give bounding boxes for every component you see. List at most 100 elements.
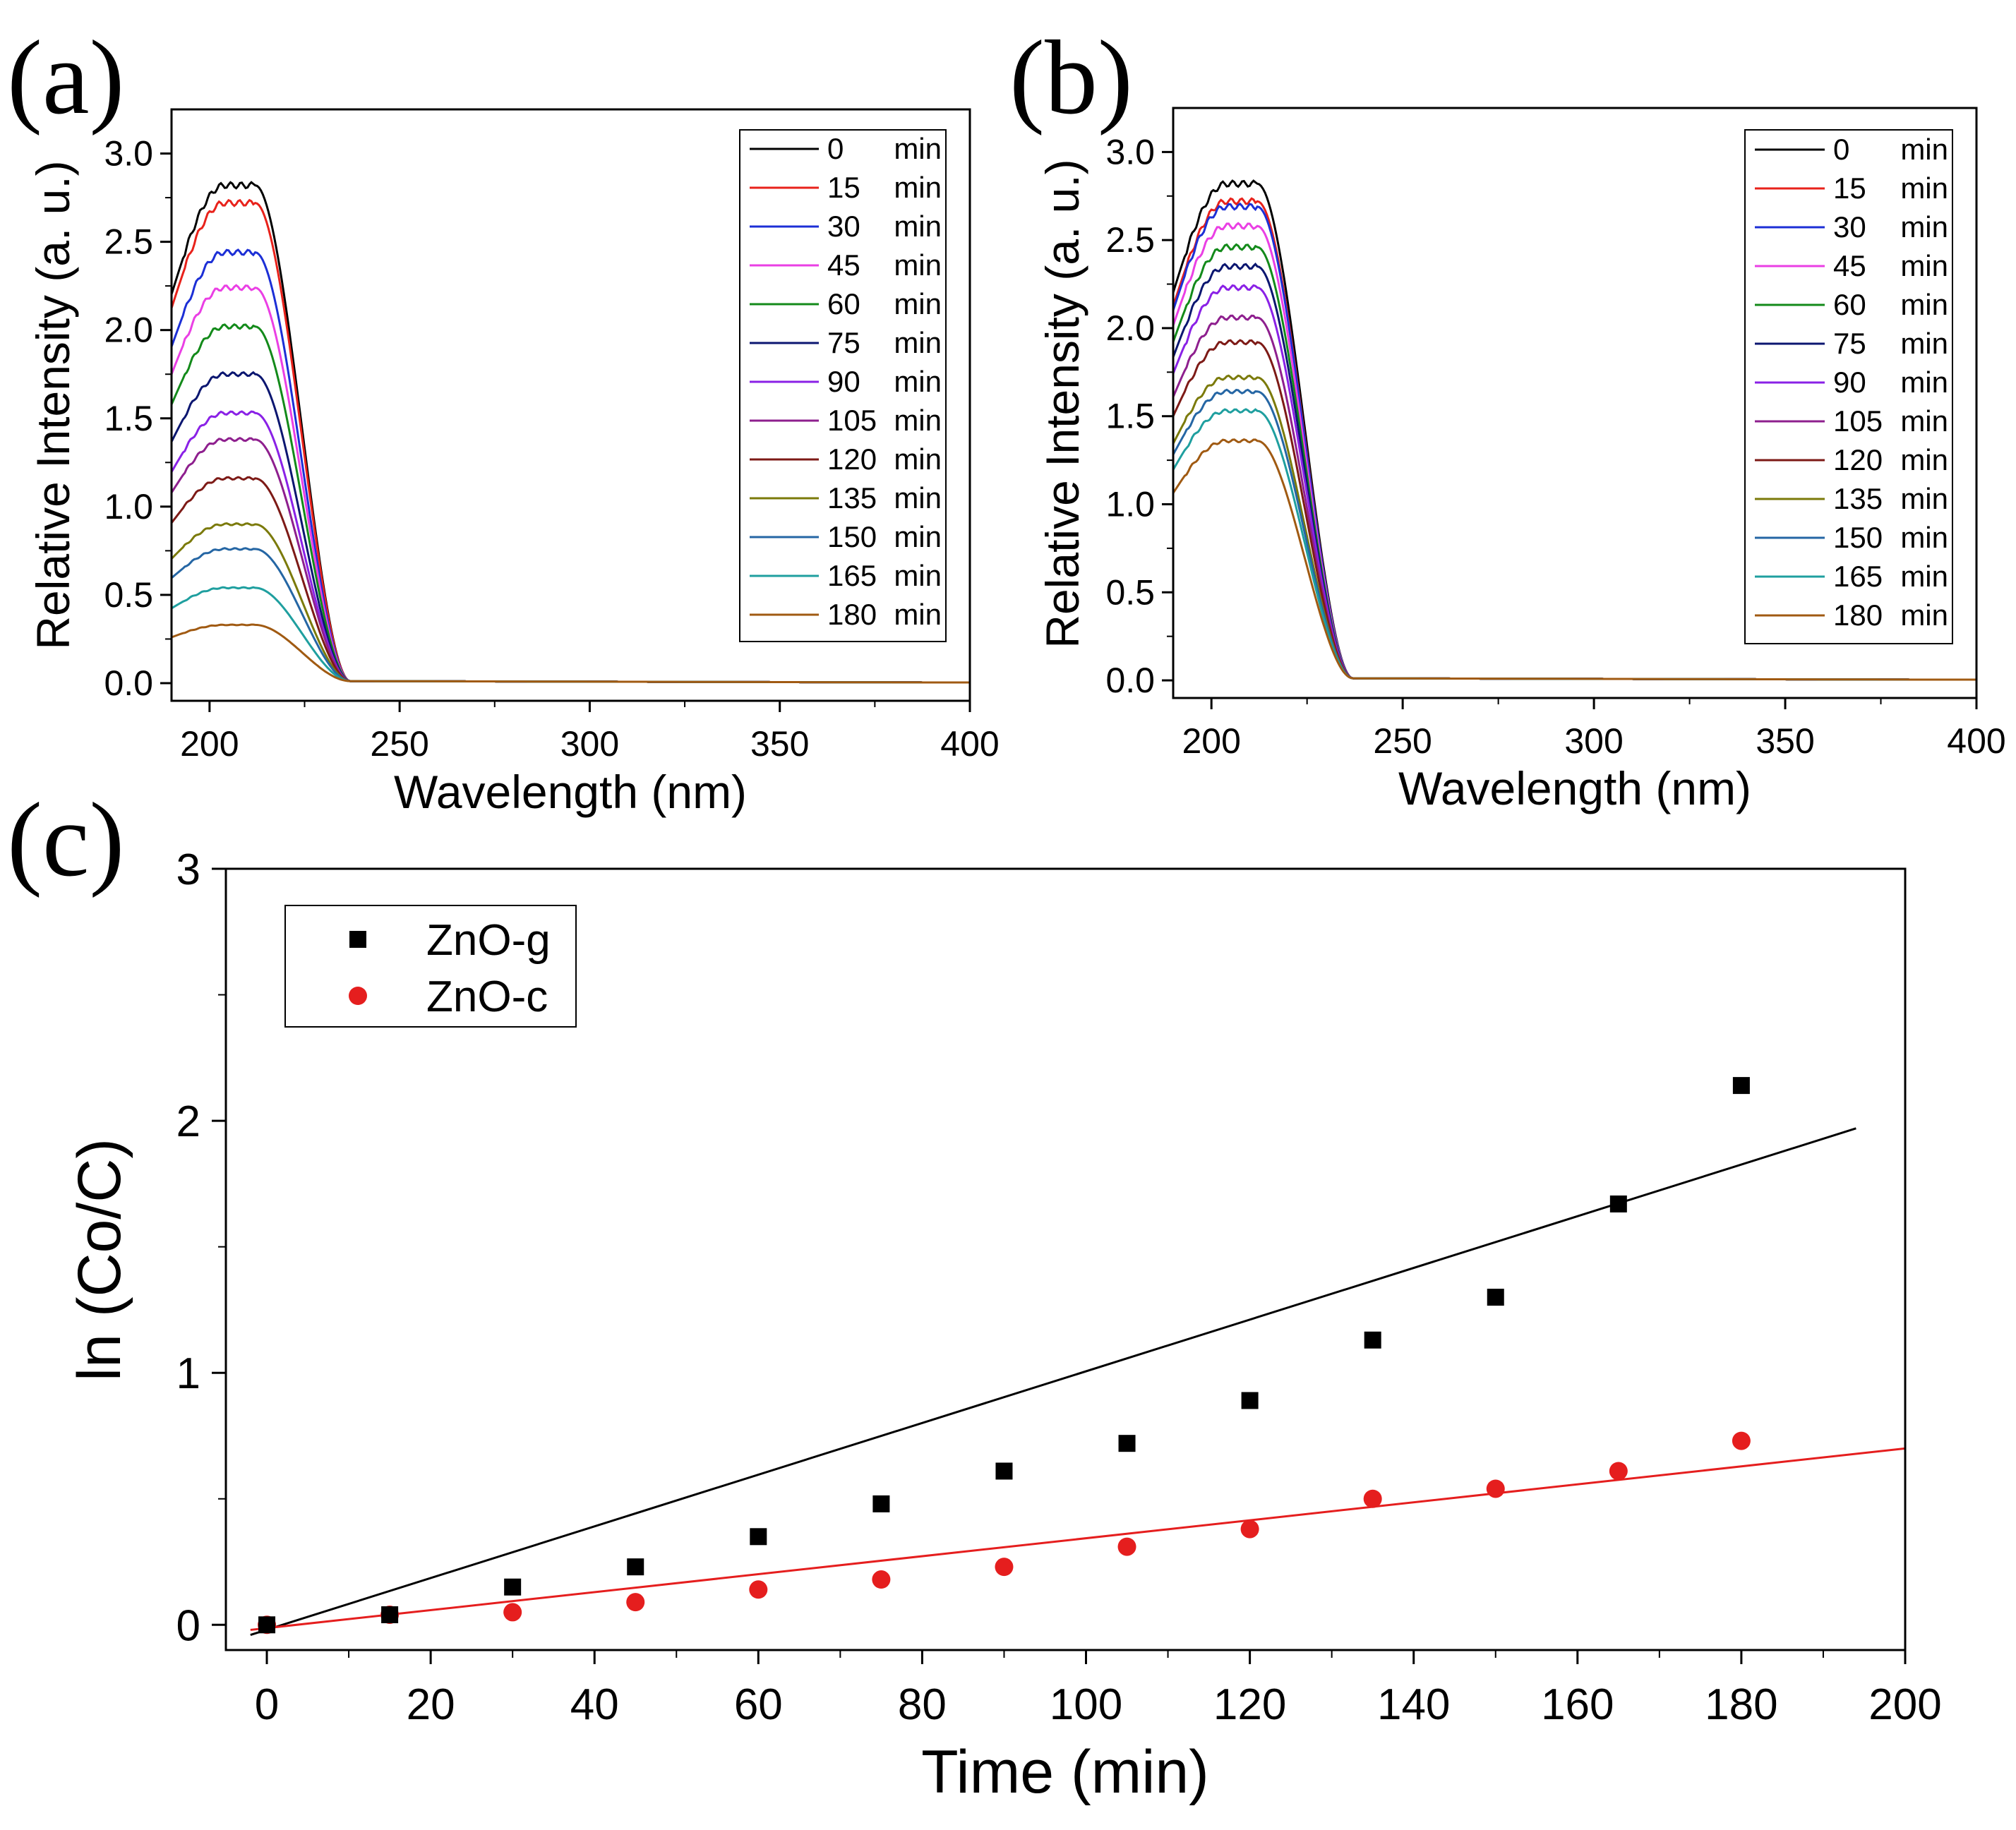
legend-box bbox=[739, 129, 947, 642]
point-ZnO-g bbox=[1487, 1289, 1504, 1306]
legend-label-75: 75 bbox=[1833, 327, 1866, 360]
x-tick-label: 250 bbox=[1373, 721, 1432, 761]
legend-box bbox=[284, 905, 577, 1028]
legend-label-0: 0 bbox=[1833, 133, 1849, 166]
legend-label-150: 150 bbox=[1833, 521, 1883, 554]
legend-unit: min bbox=[894, 287, 942, 320]
y-tick-label: 2.5 bbox=[104, 222, 153, 262]
legend-marker-ZnO-c bbox=[349, 987, 367, 1005]
legend-b: 0 min 15 min 30 min 45 min 60 min 75 min 90 min 105 min… bbox=[1744, 129, 1953, 644]
panel-a: (a) 200 250 300 350 4000.00.51.01.52.02.53.0… bbox=[7, 19, 1000, 818]
legend-unit: min bbox=[1900, 443, 1948, 476]
x-axis-title-a: Wavelength (nm) bbox=[394, 766, 747, 818]
x-tick-label: 120 bbox=[1213, 1680, 1286, 1729]
legend-label-90: 90 bbox=[827, 365, 860, 398]
series-group-b bbox=[1172, 179, 1976, 681]
legend-unit: min bbox=[1900, 249, 1948, 282]
x-tick-label: 160 bbox=[1541, 1680, 1614, 1729]
legend-unit: min bbox=[1900, 171, 1948, 205]
legend-a: 0 min 15 min 30 min 45 min 60 min 75 min 90 min 105 min… bbox=[739, 129, 947, 642]
legend-marker-ZnO-g bbox=[349, 931, 366, 948]
legend-label-165: 165 bbox=[827, 559, 877, 592]
legend-label-150: 150 bbox=[827, 520, 877, 553]
legend-box bbox=[1744, 129, 1953, 644]
x-tick-label: 350 bbox=[1756, 721, 1814, 761]
legend-label-75: 75 bbox=[827, 326, 860, 359]
plot-frame-b bbox=[1172, 107, 1978, 699]
legend-label-180: 180 bbox=[1833, 598, 1883, 632]
legend-label-180: 180 bbox=[827, 598, 877, 631]
legend-unit: min bbox=[1900, 133, 1948, 166]
point-ZnO-c bbox=[626, 1593, 645, 1612]
x-tick-label: 60 bbox=[734, 1680, 783, 1729]
x-tick-label: 40 bbox=[570, 1680, 619, 1729]
x-tick-label: 0 bbox=[255, 1680, 279, 1729]
y-axis-title-b: Relative Intensity (a. u.) bbox=[1036, 159, 1088, 648]
y-tick-label: 2.0 bbox=[1105, 308, 1155, 348]
point-ZnO-g bbox=[1609, 1195, 1627, 1212]
legend-label-30: 30 bbox=[1833, 210, 1866, 243]
y-tick-label: 0 bbox=[176, 1601, 200, 1650]
legend-label-105: 105 bbox=[1833, 404, 1883, 438]
point-ZnO-g bbox=[504, 1578, 522, 1596]
legend-unit: min bbox=[1900, 560, 1948, 593]
y-axis-title-c: ln (Co/C) bbox=[66, 1138, 133, 1381]
x-tick-label: 200 bbox=[1182, 721, 1240, 761]
y-axis-title-a: Relative Intensity (a. u.) bbox=[27, 160, 79, 649]
y-tick-label: 1.5 bbox=[1105, 397, 1155, 436]
x-tick-label: 300 bbox=[1564, 721, 1623, 761]
legend-label-90: 90 bbox=[1833, 366, 1866, 399]
legend-unit: min bbox=[894, 326, 942, 359]
point-ZnO-g bbox=[750, 1528, 767, 1546]
plot-frame-c bbox=[224, 867, 1907, 1651]
x-axis-title-c: Time (min) bbox=[921, 1738, 1209, 1806]
x-tick-label: 300 bbox=[560, 724, 619, 764]
point-ZnO-c bbox=[1240, 1519, 1259, 1539]
legend-label-15: 15 bbox=[827, 171, 860, 204]
point-ZnO-c bbox=[1609, 1462, 1628, 1481]
legend-label-45: 45 bbox=[827, 248, 860, 282]
legend-unit: min bbox=[1900, 598, 1948, 632]
y-tick-label: 3.0 bbox=[104, 134, 153, 174]
point-ZnO-c bbox=[1732, 1431, 1751, 1450]
legend-unit: min bbox=[1900, 327, 1948, 360]
legend-label-ZnO-g: ZnO-g bbox=[426, 916, 551, 965]
x-tick-label: 200 bbox=[1868, 1680, 1941, 1729]
point-ZnO-c bbox=[1363, 1489, 1382, 1508]
point-ZnO-c bbox=[995, 1558, 1014, 1577]
legend-unit: min bbox=[1900, 482, 1948, 515]
panel-label-b: (b) bbox=[1009, 19, 1133, 136]
legend-unit: min bbox=[894, 404, 942, 437]
y-tick-label: 1.5 bbox=[104, 399, 153, 438]
y-tick-label: 2.0 bbox=[104, 311, 153, 350]
point-ZnO-g bbox=[1364, 1331, 1381, 1349]
legend-unit: min bbox=[1900, 521, 1948, 554]
point-ZnO-g bbox=[872, 1495, 890, 1512]
point-ZnO-g bbox=[258, 1616, 276, 1634]
panel-c: (c) 0 20 40 60 80 100 120 140 160 180 200 0 1 2 3 ZnO-… bbox=[7, 781, 1942, 1806]
legend-unit: min bbox=[894, 210, 942, 243]
legend-label-30: 30 bbox=[827, 210, 860, 243]
point-ZnO-g bbox=[627, 1558, 644, 1576]
spectrum-line-180-min bbox=[171, 623, 970, 684]
legend-unit: min bbox=[1900, 210, 1948, 243]
legend-label-60: 60 bbox=[1833, 288, 1866, 321]
legend-c: ZnO-g ZnO-c bbox=[284, 905, 577, 1028]
legend-unit: min bbox=[1900, 288, 1948, 321]
data-points-c bbox=[258, 1077, 1751, 1635]
point-ZnO-g bbox=[381, 1606, 399, 1624]
x-tick-label: 400 bbox=[1947, 721, 2005, 761]
x-tick-label: 250 bbox=[370, 724, 428, 764]
point-ZnO-c bbox=[1117, 1537, 1136, 1556]
legend-label-15: 15 bbox=[1833, 171, 1866, 205]
legend-label-120: 120 bbox=[1833, 443, 1883, 476]
y-tick-label: 1.0 bbox=[104, 487, 153, 526]
x-tick-label: 400 bbox=[940, 724, 999, 764]
legend-label-105: 105 bbox=[827, 404, 877, 437]
legend-unit: min bbox=[894, 520, 942, 553]
fit-line-ZnO-c bbox=[250, 1447, 1906, 1631]
fit-lines-c bbox=[250, 1127, 1906, 1637]
series-group-a bbox=[170, 181, 970, 684]
legend-unit: min bbox=[894, 481, 942, 514]
point-ZnO-g bbox=[1241, 1392, 1259, 1409]
